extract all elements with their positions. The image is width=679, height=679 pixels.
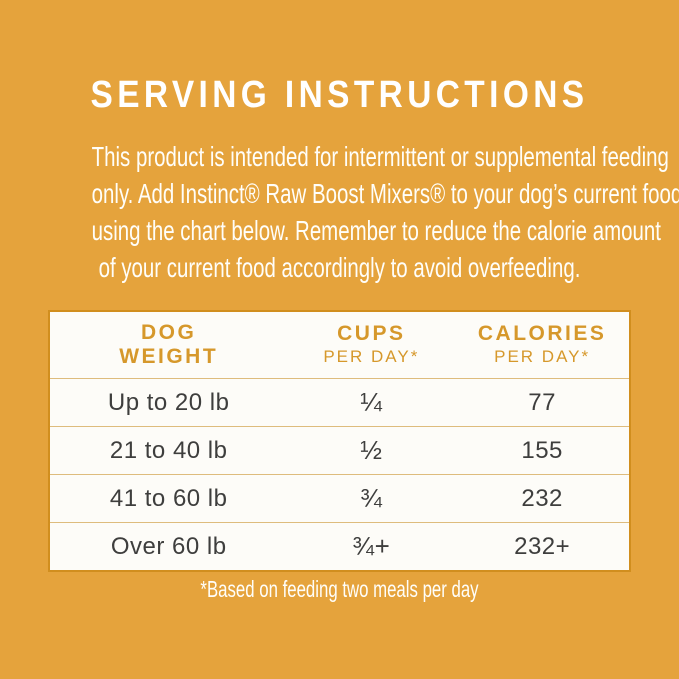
intro-line: using the chart below. Remember to reduc… [91, 215, 661, 246]
calories-per-day-value: 232 [521, 484, 563, 512]
table-row: 21 to 40 lb ½ 155 [50, 426, 629, 474]
footnote-text: *Based on feeding two meals per day [200, 576, 479, 602]
intro-line: only. Add Instinct® Raw Boost Mixers® to… [91, 178, 679, 209]
table-row: 41 to 60 lb ¾ 232 [50, 474, 629, 522]
page-title: SERVING INSTRUCTIONS [90, 74, 589, 116]
cups-per-day-value: ¾+ [352, 531, 391, 561]
dog-weight-value: 21 to 40 lb [109, 436, 228, 464]
column-header-sublabel: PER DAY* [494, 347, 591, 366]
intro-line: This product is intended for intermitten… [91, 141, 669, 172]
table-header-row: DOG WEIGHT CUPS PER DAY* CALORIES PER DA… [50, 312, 629, 378]
column-header-label: DOG [141, 321, 197, 344]
calories-per-day-value: 232+ [514, 532, 571, 560]
cups-per-day-value: ¾ [360, 483, 383, 513]
column-header-sublabel: PER DAY* [323, 347, 420, 366]
cups-per-day-value: ½ [360, 435, 383, 465]
column-header-calories-per-day: CALORIES PER DAY* [455, 322, 629, 368]
column-header-label: CUPS [337, 322, 406, 345]
column-header-cups-per-day: CUPS PER DAY* [287, 322, 455, 368]
column-header-dog-weight: DOG WEIGHT [50, 321, 287, 369]
column-header-label: CALORIES [477, 322, 607, 345]
calories-per-day-value: 155 [521, 436, 563, 464]
feeding-chart-table: DOG WEIGHT CUPS PER DAY* CALORIES PER DA… [48, 310, 631, 572]
dog-weight-value: Up to 20 lb [107, 388, 230, 416]
column-header-label: WEIGHT [119, 345, 219, 368]
intro-paragraph: This product is intended for intermitten… [91, 138, 679, 286]
intro-line: of your current food accordingly to avoi… [98, 252, 581, 283]
cups-per-day-value: ¼ [360, 387, 383, 417]
table-row: Over 60 lb ¾+ 232+ [50, 522, 629, 570]
calories-per-day-value: 77 [528, 388, 556, 416]
dog-weight-value: Over 60 lb [110, 532, 227, 560]
table-row: Up to 20 lb ¼ 77 [50, 378, 629, 426]
dog-weight-value: 41 to 60 lb [109, 484, 228, 512]
